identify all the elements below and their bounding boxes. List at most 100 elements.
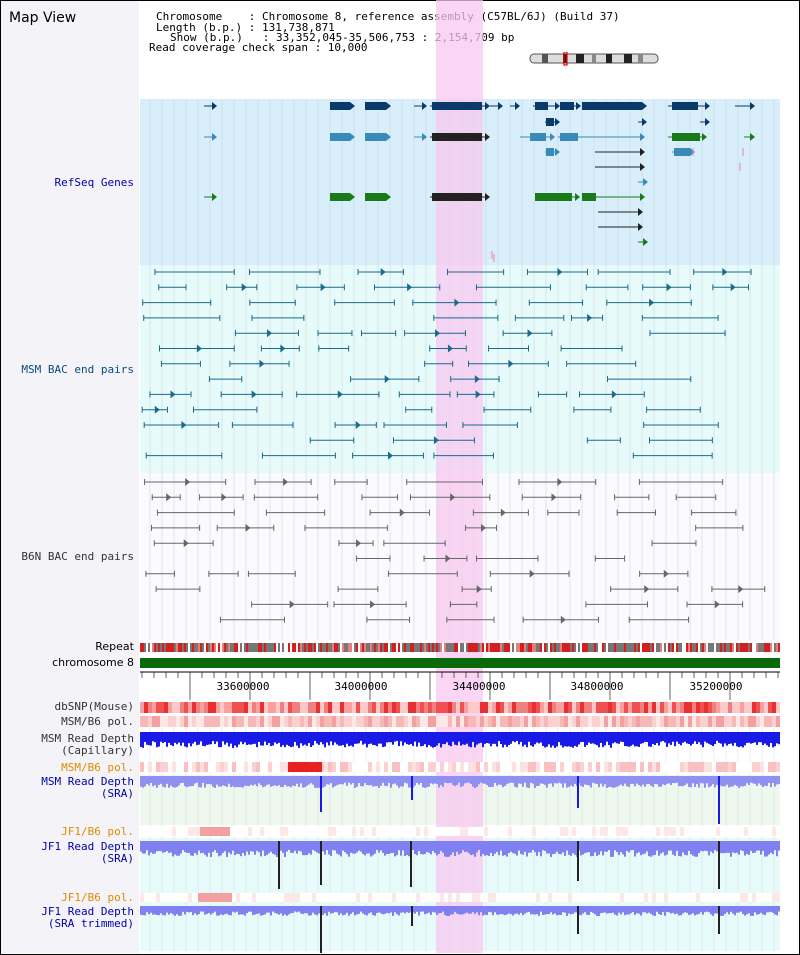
heat-cell <box>232 716 236 727</box>
heat-cell <box>160 827 164 836</box>
depth-bar <box>140 732 142 747</box>
heat-cell <box>304 702 308 713</box>
heat-cell <box>628 716 632 727</box>
heat-cell <box>624 716 628 727</box>
heat-cell <box>244 716 248 727</box>
gene-arrow <box>750 133 755 141</box>
depth-bar <box>158 841 160 852</box>
depth-bar <box>496 906 498 915</box>
heat-cell <box>776 716 780 727</box>
heat-cell <box>344 827 348 836</box>
depth-bar <box>498 732 500 742</box>
heat-cell <box>332 762 336 772</box>
chromosome-ideogram[interactable] <box>528 52 662 66</box>
heat-cell <box>528 716 532 727</box>
heat-cell <box>164 716 168 727</box>
repeat-cell <box>774 643 776 652</box>
depth-bar <box>472 732 474 742</box>
depth-bar <box>594 906 596 915</box>
repeat-cell <box>200 643 202 652</box>
depth-bar <box>540 776 542 784</box>
heat-cell <box>472 893 476 902</box>
bac-arrow <box>722 268 728 276</box>
depth-bar <box>626 776 628 787</box>
gene-exon <box>432 193 482 201</box>
depth-bar <box>622 776 624 787</box>
heat-cell <box>644 827 648 836</box>
heat-cell <box>140 827 144 836</box>
depth-bar <box>518 732 520 745</box>
heat-cell <box>492 702 496 713</box>
heat-cell <box>760 716 764 727</box>
depth-bar <box>562 906 564 913</box>
depth-bar <box>178 841 180 856</box>
repeat-cell <box>436 643 438 652</box>
heat-cell <box>392 762 396 772</box>
track-label-jf1-depth-sra: JF1 Read Depth (SRA) <box>41 840 134 865</box>
heat-cell <box>696 716 700 727</box>
heat-cell <box>732 827 736 836</box>
heat-cell <box>600 893 604 902</box>
repeat-cell <box>452 643 454 652</box>
depth-bar <box>686 906 688 913</box>
gene-arrow <box>640 133 645 141</box>
b6n-bac-pairs[interactable] <box>144 478 766 624</box>
depth-bar <box>362 906 364 914</box>
heat-cell <box>692 762 696 772</box>
heat-cell <box>436 702 440 713</box>
refseq-genes[interactable] <box>204 102 755 262</box>
depth-bar <box>370 841 372 857</box>
heat-cell <box>628 827 632 836</box>
repeat-cell <box>300 643 302 652</box>
repeat-cell <box>168 643 170 652</box>
depth-bar <box>692 906 694 914</box>
depth-bar <box>584 776 586 785</box>
gene-arrow <box>643 178 648 186</box>
msm-bac-pairs[interactable] <box>141 268 752 460</box>
repeat-cell <box>720 643 722 652</box>
heat-cell <box>520 762 524 772</box>
repeat-cell <box>526 643 528 652</box>
heat-cell <box>700 762 704 772</box>
depth-bar <box>714 776 716 788</box>
depth-bar <box>262 732 264 746</box>
heat-cell <box>668 893 672 902</box>
bac-arrow <box>241 283 247 292</box>
depth-bar <box>764 906 766 916</box>
heat-cell <box>420 716 424 727</box>
heat-cell <box>496 827 500 836</box>
depth-bar <box>408 776 410 788</box>
heat-cell <box>456 893 460 902</box>
depth-bar <box>288 732 290 746</box>
gene-arrow <box>640 148 645 156</box>
heat-cell <box>460 716 464 727</box>
depth-bar <box>582 732 584 742</box>
depth-bar <box>196 732 198 746</box>
gene-arrow <box>642 102 647 110</box>
depth-bar <box>226 841 228 857</box>
depth-bar <box>450 841 452 855</box>
repeat-cell <box>466 643 468 652</box>
depth-bar <box>778 906 780 912</box>
heat-cell <box>592 827 596 836</box>
depth-bar <box>204 732 206 747</box>
depth-bar <box>230 906 232 916</box>
heat-cell <box>232 893 236 902</box>
depth-bar <box>434 732 436 747</box>
highlight-region[interactable] <box>436 0 483 953</box>
depth-bar <box>364 776 366 784</box>
depth-spike <box>411 776 413 800</box>
gene-arrow <box>386 133 391 141</box>
depth-bar <box>332 841 334 851</box>
depth-bar <box>422 776 424 788</box>
depth-bar <box>426 732 428 748</box>
depth-bar <box>458 906 460 915</box>
depth-bar <box>494 906 496 913</box>
repeat-cell <box>338 643 340 652</box>
depth-bar <box>278 732 280 743</box>
repeat-cell <box>544 643 546 652</box>
repeat-cell <box>378 643 380 652</box>
heat-cell <box>140 893 144 902</box>
depth-bar <box>192 906 194 916</box>
